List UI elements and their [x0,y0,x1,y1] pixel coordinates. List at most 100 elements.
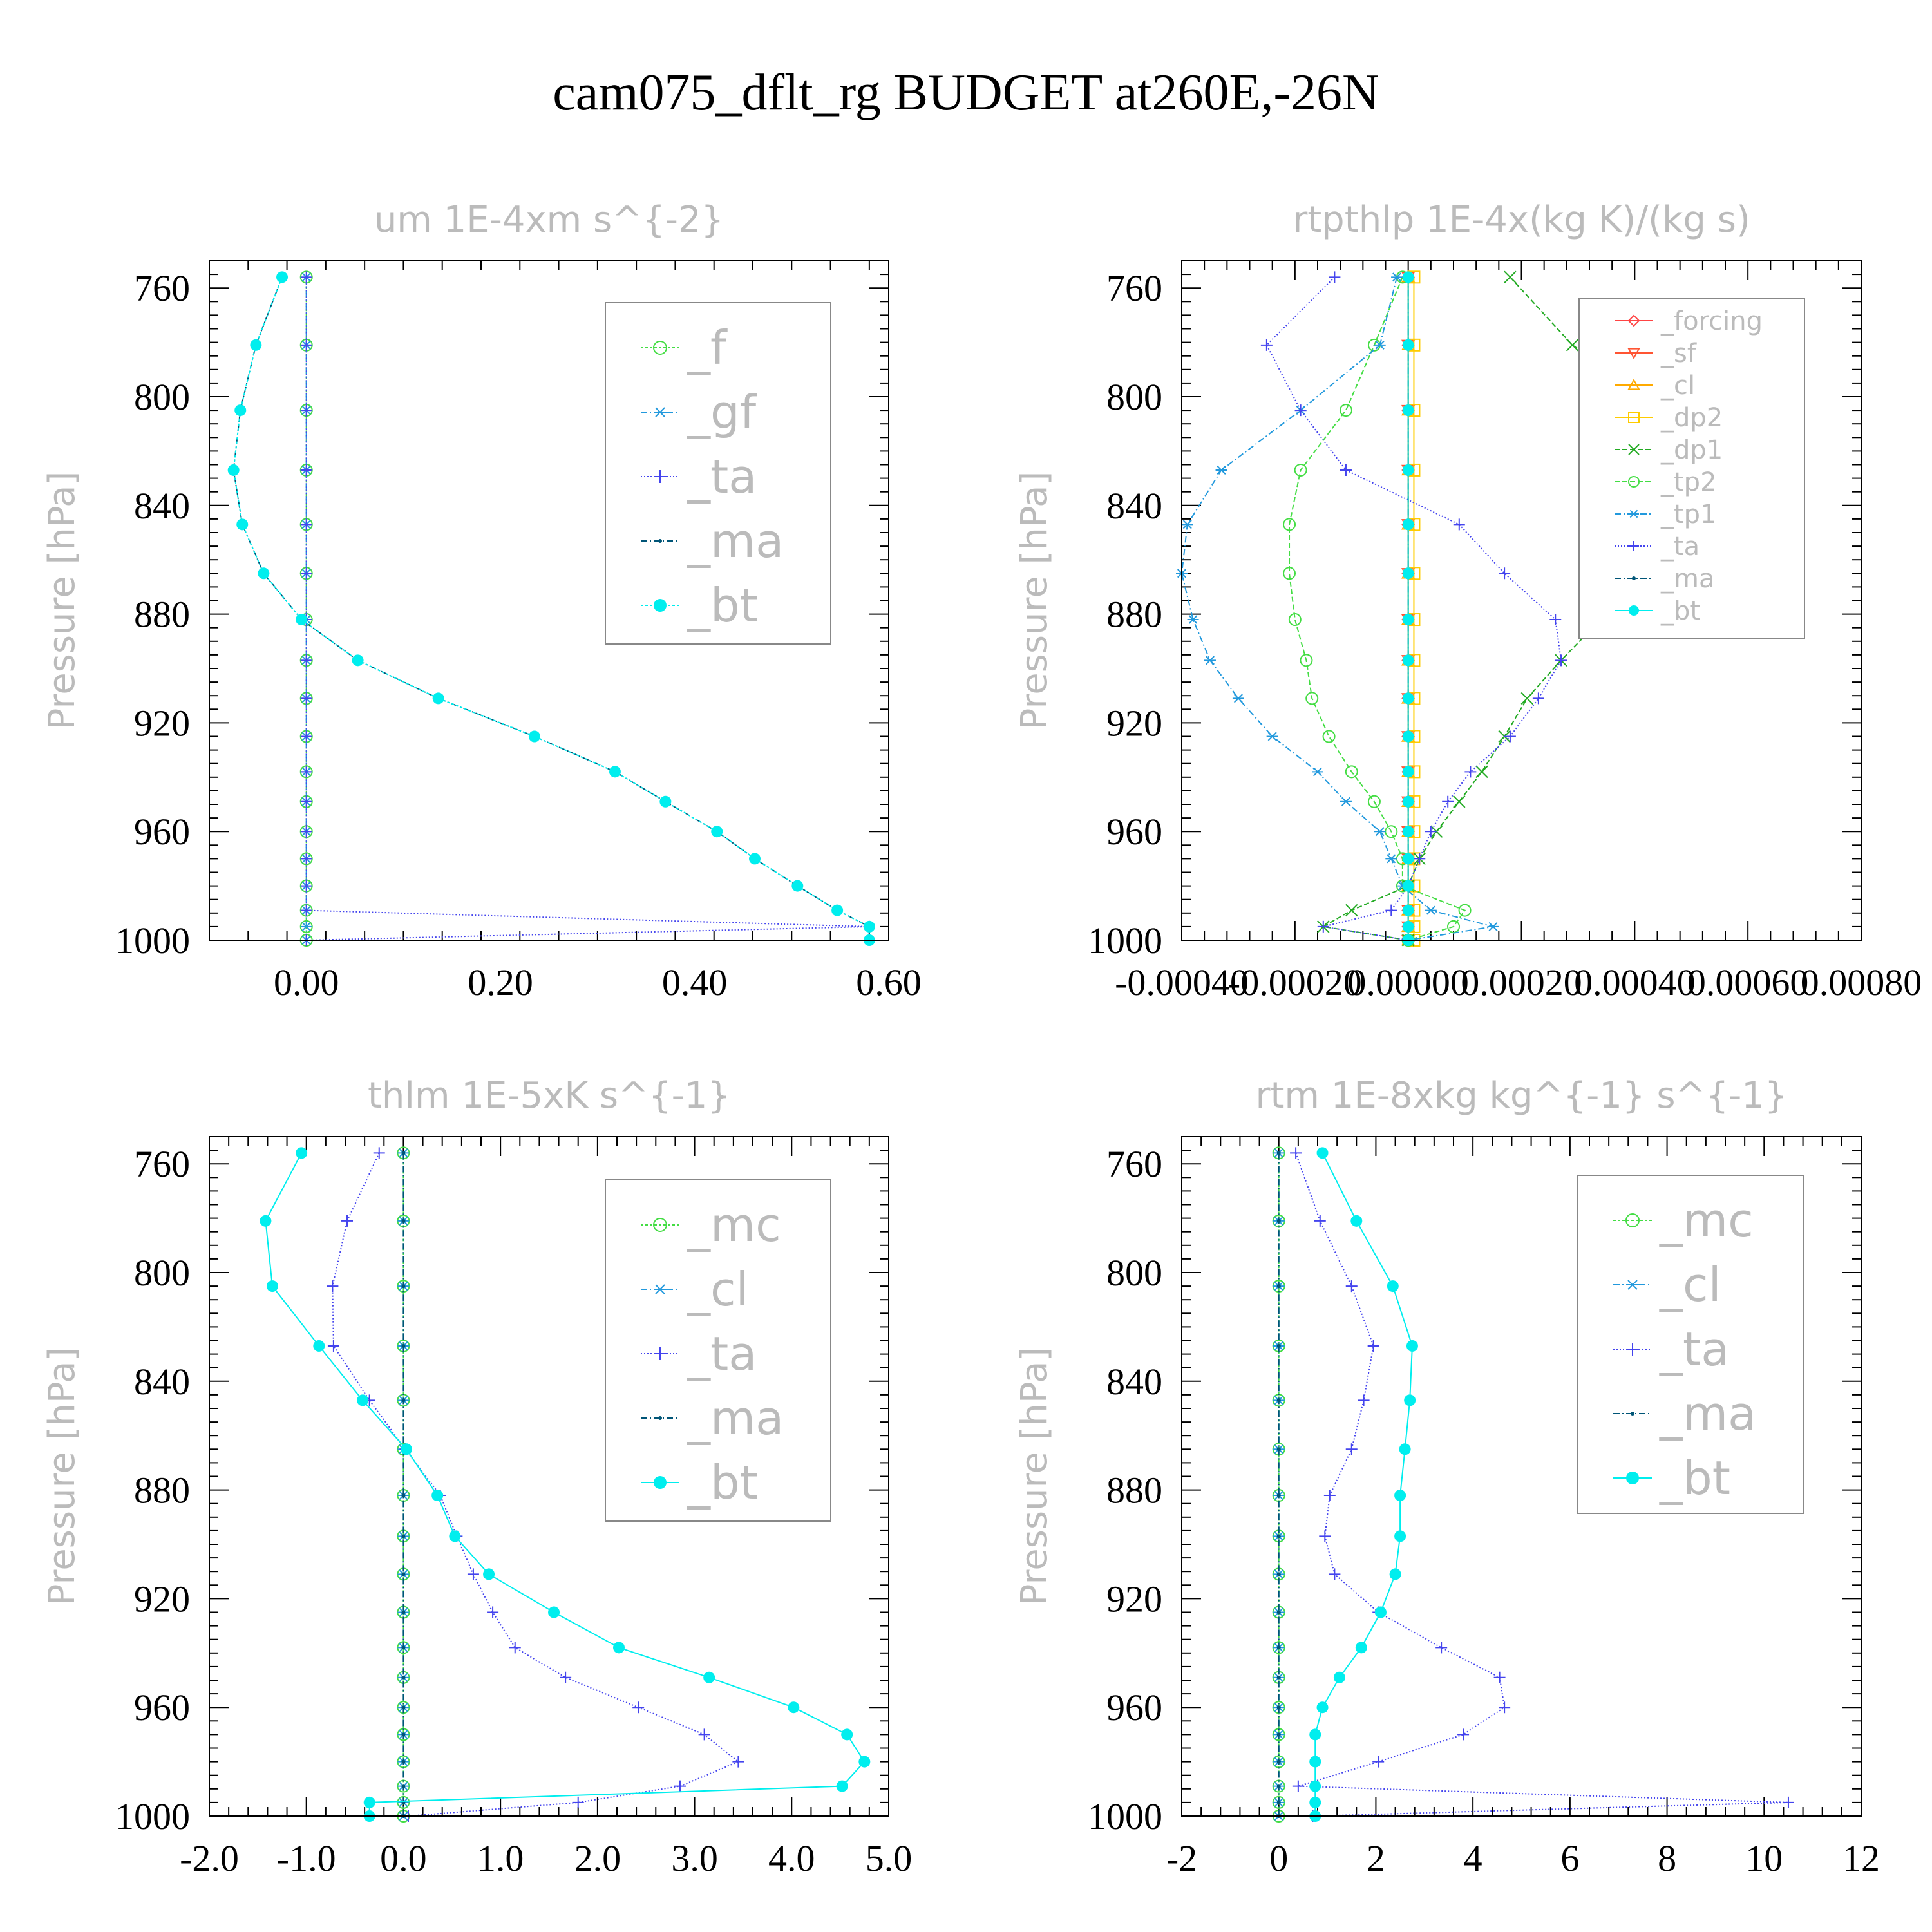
data-point [788,1701,800,1714]
data-point [1294,463,1307,477]
legend-marker [658,539,662,543]
legend-label: _tp1 [1660,500,1717,529]
data-point [373,1147,385,1159]
data-point [632,1701,645,1714]
data-point [1367,1340,1379,1352]
legend-marker [1628,476,1640,488]
data-point [1294,404,1307,417]
data-point [401,1705,406,1710]
plot-frame [209,1136,889,1817]
data-point [1290,1147,1302,1159]
legend-marker [654,1347,667,1360]
data-point [609,766,621,778]
legend-marker [653,1218,667,1232]
legend-label: _bt [687,578,758,632]
legend-label: _ma [1659,1387,1756,1441]
data-point [1374,340,1386,350]
data-point [1566,339,1579,352]
data-point [1300,654,1313,667]
data-point [1276,1800,1281,1804]
data-point [1283,518,1296,531]
data-point [352,654,364,667]
data-point [300,904,312,916]
data-point [1292,1780,1304,1792]
x-tick-label: 12 [1842,1837,1880,1879]
legend-label: _bt [1659,1451,1730,1505]
data-point [1266,732,1278,741]
data-point [572,1796,584,1808]
data-point [1309,1780,1321,1792]
legend-marker [654,1284,667,1294]
legend-marker [1632,576,1636,580]
legend: _mc _cl _ta _ma _bt [605,1179,831,1522]
x-tick-label: 2.0 [574,1837,621,1879]
data-point [560,1671,572,1683]
data-point [1402,692,1414,705]
x-tick-label: 0.00080 [1801,961,1922,1003]
data-point [1309,1796,1321,1808]
data-point [1389,1568,1401,1580]
data-point [1276,1645,1281,1650]
legend-marker [653,341,667,355]
legend-label: _sf [1660,339,1697,368]
legend-label: _dp1 [1660,435,1723,465]
series-line [1289,276,1466,941]
data-point [1402,730,1414,743]
data-point [1323,1490,1336,1502]
data-point [1374,1606,1387,1618]
legend: _f _gf _ta _ma _bt [605,302,831,645]
y-axis-label: Pressure [hPa] [41,471,83,730]
y-axis-label: Pressure [hPa] [1014,1347,1056,1606]
data-point [1435,1642,1448,1654]
data-point [1355,1642,1367,1654]
panel-title: um 1E-4xm s^{-2} [374,199,724,241]
data-point [1457,1728,1470,1741]
data-point [487,1606,499,1618]
data-point [1414,853,1426,865]
data-point [1402,518,1414,531]
data-point [1504,730,1516,743]
data-point [1339,404,1352,417]
legend-marker [1627,314,1640,327]
x-tick-label: 10 [1745,1837,1783,1879]
legend-marker [654,470,667,483]
data-point [1402,920,1414,933]
legend-label: _bt [687,1455,758,1510]
data-point [300,404,312,417]
data-point [401,1675,406,1680]
legend-label: _gf [687,385,757,439]
y-tick-label: 800 [1106,1252,1162,1294]
legend-label: _ta [687,450,757,504]
data-point [1322,730,1336,743]
data-point [1309,1756,1321,1768]
data-point [266,1280,278,1293]
data-point [300,518,312,531]
data-point [1276,1447,1281,1452]
data-point [227,464,240,476]
data-point [1345,904,1358,917]
y-tick-label: 1000 [115,920,190,961]
legend-label: _ta [1660,532,1700,562]
data-point [858,1756,871,1768]
data-point [1402,404,1414,417]
x-tick-label: -0.00040 [1115,961,1249,1003]
legend: _mc _cl _ta _ma _bt [1577,1175,1804,1514]
data-point [236,518,249,531]
data-point [1493,1671,1506,1683]
data-point [1309,1728,1321,1741]
data-point [1276,1343,1281,1348]
series-line [332,1152,740,1817]
series-line [1180,277,1493,941]
data-point [401,1493,406,1498]
page-title: cam075_dflt_rg BUDGET at260E,-26N [553,64,1379,121]
data-point [296,614,308,626]
data-point [1276,1218,1281,1223]
data-point [1276,1534,1281,1539]
data-point [300,826,312,838]
data-point [300,567,312,580]
data-point [1782,1796,1794,1808]
data-point [401,1151,406,1155]
legend-box [605,1179,831,1522]
data-point [613,1642,625,1654]
data-point [357,1394,369,1406]
